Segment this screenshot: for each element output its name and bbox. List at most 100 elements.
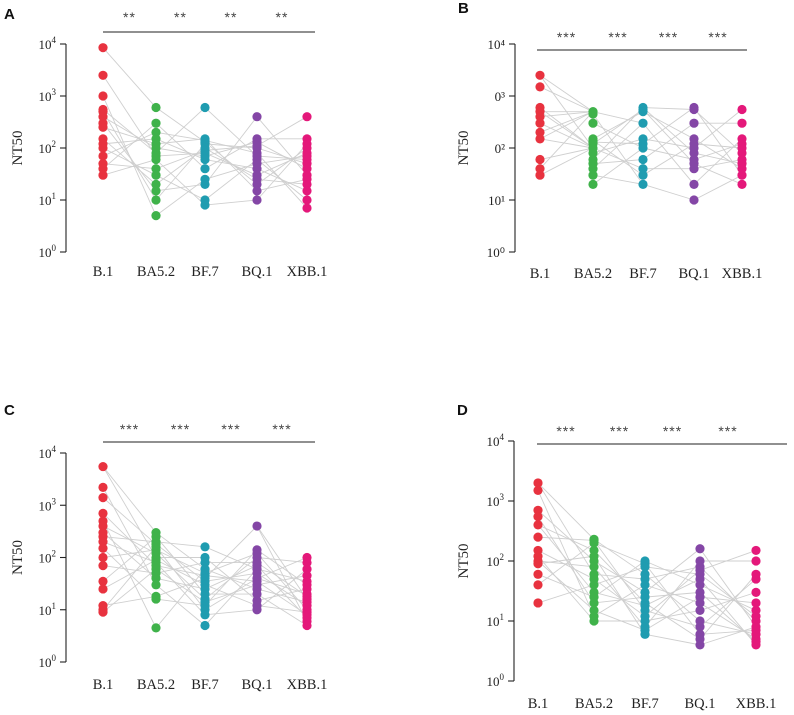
panel-b-pair-line <box>592 147 644 185</box>
panel-d-point-bf-7 <box>640 629 650 639</box>
panel-d-pair-line <box>593 566 646 628</box>
panel-b-pair-line <box>642 143 695 176</box>
panel-c-point-b-1 <box>98 508 108 518</box>
panel-d-pair-line <box>699 548 757 628</box>
panel-b-point-ba5-2 <box>588 109 598 119</box>
panel-c-series-xbb-1 <box>302 552 312 631</box>
panel-c-point-b-1 <box>98 537 108 547</box>
panel-a-pair-line <box>256 116 308 147</box>
panel-d-point-ba5-2 <box>589 580 599 590</box>
panel-a-pair-line <box>256 147 308 185</box>
panel-b-point-b-1 <box>535 154 545 165</box>
panel-c-significance-label: *** <box>120 421 139 437</box>
panel-c-point-ba5-2 <box>151 623 161 633</box>
panel-a-point-xbb-1 <box>302 112 312 122</box>
panel-c-pair-line <box>155 568 206 629</box>
panel-a-pair-line <box>155 122 206 170</box>
panel-a-point-bq-1 <box>252 195 262 205</box>
panel-a-x-tick-label-bf-7: BF.7 <box>191 264 218 280</box>
panel-d-point-b-1 <box>533 569 543 579</box>
panel-a-point-b-1 <box>98 112 108 122</box>
panel-c-pair-line <box>102 466 157 558</box>
panel-d-pair-line <box>537 542 595 586</box>
panel-d-point-xbb-1 <box>751 640 761 650</box>
panel-d-point-b-1 <box>533 580 543 590</box>
panel-b-x-tick-label-b-1: B.1 <box>530 266 551 282</box>
panel-b-pair-line <box>592 109 644 145</box>
panel-d-point-b-1 <box>533 478 543 488</box>
panel-c-series-b-1 <box>98 461 108 617</box>
panel-c-point-bq-1 <box>252 521 262 531</box>
panel-c-y-tick-label: 103 <box>39 496 57 513</box>
panel-b-significance-label: *** <box>708 29 727 45</box>
panel-b-pair-line <box>539 86 594 113</box>
panel-c-point-ba5-2 <box>151 573 161 583</box>
panel-b-pair-line <box>539 147 594 160</box>
panel-b-pair-line <box>693 174 743 201</box>
panel-a-point-ba5-2 <box>151 102 161 113</box>
panel-b-point-bq-1 <box>689 118 699 128</box>
panel-b-pair-line <box>592 113 644 185</box>
panel-a: A 100 101 102 103 104 NT50 ** ** ** ** B.1 BA5.2 BF.7… <box>4 6 327 280</box>
panel-a-paired-lines <box>102 47 308 217</box>
panel-d-x-tick-label-b-1: B.1 <box>528 696 549 712</box>
panel-b-pair-line <box>539 107 594 149</box>
panel-c-pair-line <box>155 536 206 595</box>
panel-a-pair-line <box>102 109 157 154</box>
panel-d-pair-line <box>593 566 646 586</box>
panel-a-pair-line <box>204 159 258 170</box>
panel-c-series-ba5-2 <box>151 527 161 633</box>
panel-d-point-bq-1 <box>695 580 705 590</box>
panel-a-series-b-1 <box>98 43 108 180</box>
panel-d-pair-line <box>699 566 757 622</box>
panel-c-series-bq-1 <box>252 521 262 615</box>
panel-c-pair-line <box>155 568 206 603</box>
panel-b-pair-line <box>539 111 594 140</box>
panel-a-point-b-1 <box>98 43 108 53</box>
panel-d-pair-line <box>644 560 701 628</box>
panel-c-pair-line <box>256 557 308 564</box>
panel-c-pair-line <box>155 543 206 582</box>
panel-a-pair-line <box>204 116 258 185</box>
panel-a-pair-line <box>102 111 157 201</box>
panel-d-pair-line <box>699 574 757 640</box>
panel-c-pair-line <box>256 588 308 603</box>
panel-c-point-b-1 <box>98 493 108 503</box>
panel-d-pair-line <box>537 550 595 580</box>
panel-c-x-tick-label-xbb-1: XBB.1 <box>287 677 328 693</box>
panel-d-pair-line <box>537 482 595 540</box>
panel-b-y-tick-label: 0² <box>495 141 506 156</box>
panel-b-pair-line <box>539 74 594 113</box>
panel-a-pair-line <box>155 138 206 160</box>
panel-d-point-b-1 <box>533 511 543 522</box>
panel-d-pair-line <box>593 610 646 631</box>
panel-b-point-xbb-1 <box>737 104 747 115</box>
panel-b-x-tick-label-ba5-2: BA5.2 <box>574 266 612 282</box>
panel-c-point-bf-7 <box>200 610 210 620</box>
panel-b-pair-line <box>539 111 594 169</box>
panel-d-pair-line <box>699 550 757 571</box>
panel-a-point-ba5-2 <box>151 186 161 196</box>
panel-b-point-b-1 <box>535 112 545 122</box>
panel-a-y-tick-label: 100 <box>39 243 57 260</box>
panel-c-paired-lines <box>102 466 308 629</box>
panel-a-y-tick-label: 104 <box>39 35 57 52</box>
panel-d-pair-line <box>537 536 595 541</box>
panel-b-pair-line <box>592 141 644 145</box>
panel-a-y-label: NT50 <box>10 131 26 166</box>
panel-d-point-xbb-1 <box>751 574 761 584</box>
panel-c-pair-line <box>155 562 206 574</box>
panel-d-pair-line <box>593 578 646 617</box>
panel-d-point-b-1 <box>533 598 543 608</box>
panel-b-point-b-1 <box>535 118 545 128</box>
panel-b-pair-line <box>693 143 743 149</box>
panel-c-pair-line <box>204 584 258 603</box>
panel-a-point-xbb-1 <box>302 186 312 196</box>
panel-d-y-tick-label: 104 <box>487 432 505 449</box>
panel-a-pair-line <box>155 107 206 143</box>
panel-b-pair-line <box>592 174 644 185</box>
panel-c-pair-line <box>155 532 206 570</box>
panel-d-y-tick-label: 101 <box>487 612 505 629</box>
panel-b-point-bq-1 <box>689 148 699 158</box>
panel-c-pair-line <box>204 609 258 616</box>
